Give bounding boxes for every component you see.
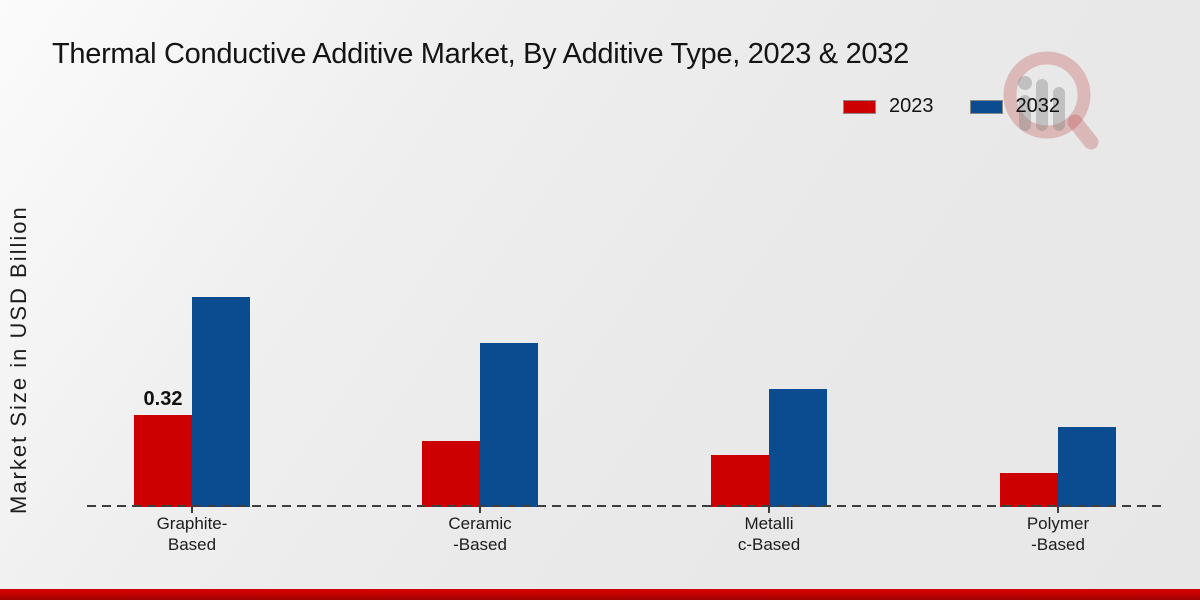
footer-red-band xyxy=(0,589,1200,600)
legend-label-2032: 2032 xyxy=(1015,95,1061,117)
bar-2032-ceramic-based xyxy=(480,343,538,507)
bar-2023-graphite-based xyxy=(134,415,192,507)
x-axis-tick xyxy=(479,507,481,513)
bar-2023-metallic-based xyxy=(711,455,769,507)
bar-2032-polymer-based xyxy=(1058,427,1116,507)
bar-2032-graphite-based xyxy=(192,297,250,507)
bar-value-label: 0.32 xyxy=(143,388,183,410)
bar-2023-ceramic-based xyxy=(422,441,480,507)
category-label-ceramic-based: Ceramic -Based xyxy=(448,514,512,554)
bar-2032-metallic-based xyxy=(769,389,827,507)
chart-title: Thermal Conductive Additive Market, By A… xyxy=(52,38,909,70)
legend: 2023 2032 xyxy=(843,95,1060,118)
legend-label-2023: 2023 xyxy=(889,95,934,117)
bar-2023-polymer-based xyxy=(1000,473,1058,507)
x-axis-tick xyxy=(1057,507,1059,513)
legend-swatch-2023-icon xyxy=(843,99,876,114)
x-axis-tick xyxy=(191,507,193,513)
legend-item-2023: 2023 xyxy=(843,95,934,118)
category-label-polymer-based: Polymer -Based xyxy=(1026,514,1090,554)
category-label-graphite-based: Graphite- Based xyxy=(156,514,228,554)
legend-swatch-2032-icon xyxy=(969,99,1003,114)
category-label-metallic-based: Metalli c-Based xyxy=(737,514,801,554)
x-axis-tick xyxy=(768,507,770,513)
x-axis-baseline xyxy=(87,505,1163,507)
legend-item-2032: 2032 xyxy=(969,95,1061,118)
